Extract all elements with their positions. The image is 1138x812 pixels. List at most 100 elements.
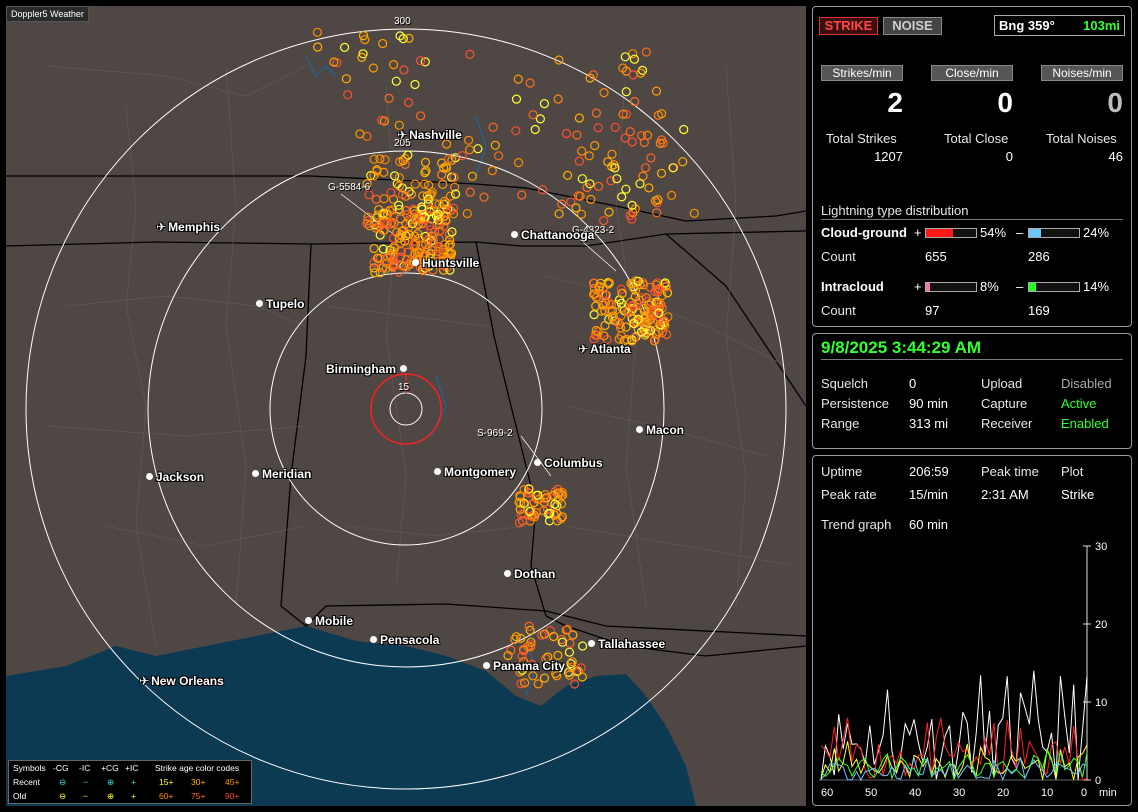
strike-marker-icon — [656, 168, 667, 178]
peak-time-label: Peak time — [981, 464, 1039, 479]
age-60-label: 60+ — [159, 791, 174, 801]
strike-marker-icon — [451, 189, 461, 199]
strike-marker-icon — [648, 318, 658, 328]
plus-sign: + — [914, 279, 922, 294]
tab-noises-per-min[interactable]: Noises/min — [1041, 65, 1123, 81]
storm-label[interactable]: G-4323-2 — [572, 225, 615, 236]
strike-marker-icon — [577, 174, 587, 184]
strike-marker-icon — [515, 667, 525, 677]
age-30-label: 30+ — [191, 777, 206, 787]
strike-marker-icon — [403, 150, 413, 160]
strike-marker-icon — [627, 137, 637, 147]
strike-marker-icon — [419, 256, 429, 266]
storm-label[interactable]: G-5584-6 — [328, 182, 371, 193]
cloud-ground-label: Cloud-ground — [821, 225, 907, 240]
noise-button[interactable]: NOISE — [883, 17, 942, 35]
strike-marker-icon — [394, 173, 404, 183]
neg-cg-recent-icon: ⊖ — [59, 777, 67, 787]
range-value: 313 mi — [909, 416, 949, 431]
strike-marker-icon — [562, 624, 573, 635]
strike-marker-icon — [562, 170, 573, 180]
strike-marker-icon — [494, 151, 504, 161]
trend-line — [820, 670, 1088, 781]
strike-button[interactable]: STRIKE — [819, 17, 878, 35]
strike-marker-icon — [410, 79, 420, 90]
upload-value[interactable]: Disabled — [1061, 376, 1112, 391]
trend-series — [820, 670, 1088, 782]
strike-marker-icon — [649, 336, 660, 346]
strike-marker-icon — [616, 311, 626, 321]
strike-marker-icon — [420, 157, 431, 167]
strike-marker-icon — [517, 651, 527, 661]
strike-marker-icon — [516, 633, 526, 644]
strike-marker-icon — [457, 151, 467, 161]
ring-label-15: 15 — [398, 382, 410, 393]
storm-label[interactable]: S-969-2 — [477, 428, 513, 439]
strike-marker-icon — [420, 168, 430, 178]
strike-marker-icon — [661, 282, 671, 292]
tab-strikes-per-min[interactable]: Strikes/min — [821, 65, 903, 81]
strike-marker-icon — [568, 630, 578, 640]
strike-marker-icon — [378, 244, 388, 254]
strike-marker-icon — [362, 219, 372, 229]
city-memphis: ✈ Memphis — [156, 220, 220, 234]
strike-marker-icon — [639, 137, 649, 148]
strike-marker-icon — [610, 163, 620, 173]
city-name: Meridian — [262, 467, 312, 481]
strike-marker-icon — [653, 195, 663, 205]
city-name: Tallahassee — [598, 637, 666, 651]
strike-marker-icon — [551, 668, 561, 679]
strike-marker-icon — [410, 179, 420, 189]
strike-marker-icon — [557, 637, 568, 647]
strike-marker-icon — [679, 124, 689, 135]
trend-line — [820, 717, 1088, 781]
strike-marker-icon — [416, 56, 426, 66]
strike-marker-icon — [557, 512, 567, 522]
strike-marker-icon — [593, 123, 603, 133]
strike-marker-icon — [627, 200, 637, 210]
city-nashville: ✈ Nashville — [397, 128, 462, 142]
strike-marker-icon — [398, 156, 408, 166]
squelch-value: 0 — [909, 376, 917, 391]
strike-marker-icon — [423, 194, 433, 204]
city-dot-icon — [400, 365, 408, 372]
strike-marker-icon — [593, 181, 604, 191]
strike-marker-icon — [660, 278, 670, 288]
lightning-map[interactable]: Doppler5 Weather 300 205 15 G-5584-6 G-4… — [6, 6, 806, 806]
strike-marker-icon — [410, 209, 420, 219]
trend-graph-label: Trend graph — [821, 517, 892, 532]
strike-marker-icon — [434, 199, 444, 209]
legend-col-pos-cg: +CG — [101, 763, 119, 773]
strike-marker-icon — [621, 322, 631, 332]
neg-cg-old-icon: ⊖ — [59, 791, 67, 801]
city-chattanooga: Chattanooga — [511, 228, 594, 242]
strike-marker-icon — [382, 219, 393, 229]
capture-value[interactable]: Active — [1061, 396, 1097, 411]
age-45-label: 45+ — [225, 777, 240, 787]
cg-neg-pct: 24% — [1083, 225, 1110, 240]
strike-marker-icon — [389, 243, 399, 253]
city-panama-city: Panama City — [483, 659, 565, 673]
strike-marker-icon — [639, 306, 650, 316]
city-dothan: Dothan — [504, 567, 555, 581]
strike-marker-icon — [662, 288, 673, 298]
strike-marker-icon — [363, 212, 373, 222]
strike-marker-icon — [382, 258, 392, 268]
rivers — [305, 55, 537, 697]
city-mobile: Mobile — [305, 614, 353, 628]
trend-line — [820, 756, 1088, 782]
x-tick-label: 0 — [1081, 787, 1087, 799]
strike-marker-icon — [585, 179, 595, 189]
city-atlanta: ✈ Atlanta — [578, 342, 631, 356]
neg-ic-old-icon: − — [83, 791, 88, 801]
receiver-value[interactable]: Enabled — [1061, 416, 1109, 431]
strike-marker-icon — [566, 197, 576, 207]
city-columbus: Columbus — [534, 456, 603, 470]
strike-marker-icon — [384, 93, 394, 104]
strike-marker-icon — [420, 57, 430, 67]
strike-marker-icon — [616, 284, 627, 294]
strike-marker-icon — [418, 266, 428, 276]
x-tick-label: 30 — [953, 787, 965, 799]
tab-close-per-min[interactable]: Close/min — [931, 65, 1013, 81]
plot-value[interactable]: Strike — [1061, 487, 1095, 502]
